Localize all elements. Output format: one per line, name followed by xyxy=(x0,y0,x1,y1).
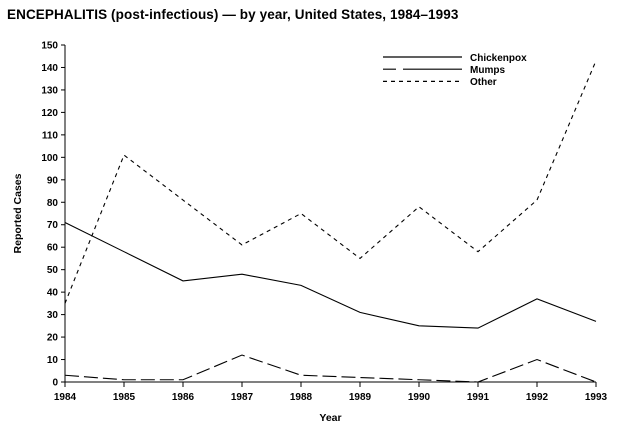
x-axis-tick-label: 1986 xyxy=(172,392,195,403)
series-line-chickenpox xyxy=(64,221,597,329)
series-line-other xyxy=(64,60,597,304)
y-axis-tick-label: 0 xyxy=(52,378,58,389)
legend-label-other: Other xyxy=(470,77,497,88)
y-axis-tick-label: 10 xyxy=(47,355,59,366)
x-axis-tick-label: 1992 xyxy=(526,392,549,403)
x-axis-title: Year xyxy=(319,412,341,424)
axis-lines xyxy=(64,45,596,383)
y-axis-tick-label: 120 xyxy=(41,108,58,119)
y-axis-tick-label: 60 xyxy=(47,243,59,254)
y-axis-tick-label: 100 xyxy=(41,153,58,164)
x-axis-tick-label: 1987 xyxy=(231,392,254,403)
y-axis-tick-label: 150 xyxy=(41,41,58,52)
legend-label-chickenpox: Chickenpox xyxy=(470,53,527,64)
y-axis-tick-label: 20 xyxy=(47,333,59,344)
y-axis-tick-label: 130 xyxy=(41,85,58,96)
y-axis-tick-label: 80 xyxy=(47,198,59,209)
y-axis-tick-label: 90 xyxy=(47,175,59,186)
x-axis-tick-label: 1985 xyxy=(113,392,136,403)
x-axis-tick-label: 1991 xyxy=(467,392,490,403)
x-axis-tick-label: 1993 xyxy=(585,392,608,403)
y-axis-tick-label: 70 xyxy=(47,220,59,231)
series-line-mumps xyxy=(64,354,597,383)
y-axis-tick-label: 110 xyxy=(42,130,59,141)
y-axis-title: Reported Cases xyxy=(12,173,24,253)
y-axis-tick-label: 40 xyxy=(47,288,59,299)
chart-title: ENCEPHALITIS (post-infectious) — by year… xyxy=(7,7,459,22)
y-axis-tick-label: 50 xyxy=(47,265,59,276)
x-axis-tick-label: 1989 xyxy=(349,392,372,403)
y-axis-tick-label: 30 xyxy=(47,310,59,321)
x-axis-tick-label: 1984 xyxy=(54,392,77,403)
x-axis-tick-label: 1988 xyxy=(290,392,313,403)
legend-label-mumps: Mumps xyxy=(470,65,505,76)
x-axis-tick-label: 1990 xyxy=(408,392,431,403)
y-axis-tick-label: 140 xyxy=(41,63,58,74)
